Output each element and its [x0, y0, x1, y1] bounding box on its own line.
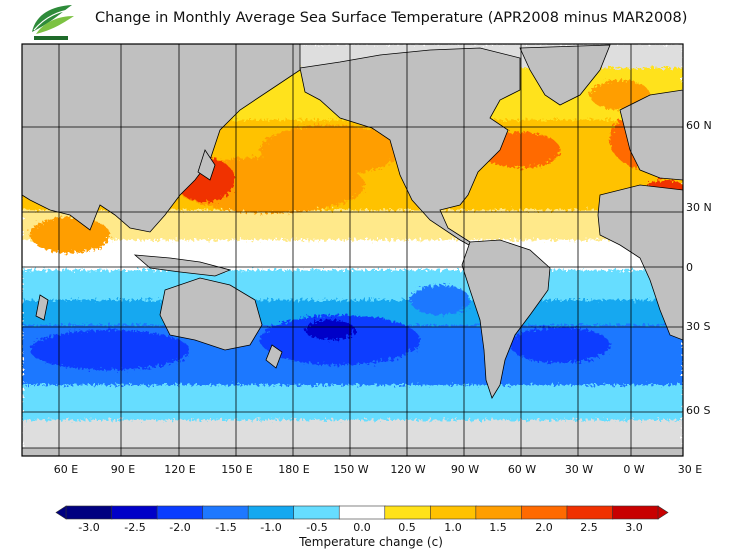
colorbar-tick-label: -0.5 — [306, 521, 328, 534]
leaf-shape-2 — [36, 16, 74, 34]
colorbar-swatch — [612, 505, 659, 520]
cool-band-south — [22, 385, 683, 420]
colorbar-swatch — [521, 505, 568, 520]
coldspot-east-pacific — [410, 285, 470, 315]
australia — [159, 277, 263, 351]
colorbar-swatch — [430, 505, 477, 520]
coldspot-deep — [305, 320, 355, 340]
north-america — [299, 47, 521, 251]
antarctica — [22, 447, 683, 456]
colorbar-swatch — [65, 505, 113, 520]
colorbar-tick-label: 1.0 — [444, 521, 462, 534]
colorbar-arrow-left — [55, 505, 67, 520]
colorbar-swatch — [111, 505, 158, 520]
lon-label-60e: 60 E — [53, 463, 79, 476]
lon-label-180e: 180 E — [278, 463, 310, 476]
landmasses — [22, 44, 683, 456]
lat-label-0: 0 — [686, 261, 693, 274]
colorbar-tick-label: 0.0 — [353, 521, 371, 534]
lon-label-60w: 60 W — [507, 463, 537, 476]
lon-label-120w: 120 W — [390, 463, 426, 476]
lat-label-30n: 30 N — [686, 201, 712, 214]
coldspot-south-atlantic — [510, 327, 610, 363]
indonesia — [133, 254, 232, 277]
lon-label-0w: 0 W — [623, 463, 645, 476]
colorbar-swatch — [338, 505, 386, 520]
coldspot-south-pacific — [260, 315, 420, 365]
colorbar-swatch — [384, 505, 432, 520]
colorbar-swatch — [475, 505, 523, 520]
lat-label-30s: 30 S — [686, 320, 711, 333]
colorbar-tick-label: -3.0 — [78, 521, 100, 534]
colorbar-swatch — [293, 505, 341, 520]
colorbar-tick-label: -1.5 — [215, 521, 237, 534]
colorbar-tick-label: -2.0 — [169, 521, 191, 534]
madagascar — [35, 294, 49, 321]
lon-label-90e: 90 E — [110, 463, 136, 476]
hotspot-india — [30, 217, 110, 253]
hotspot-north-pacific — [260, 125, 400, 175]
asia — [22, 44, 301, 233]
lon-label-30e: 30 E — [677, 463, 703, 476]
colorbar-tick-label: -2.5 — [124, 521, 146, 534]
colorbar-swatch — [247, 505, 295, 520]
map-title: Change in Monthly Average Sea Surface Te… — [95, 10, 688, 26]
lat-label-60s: 60 S — [686, 404, 711, 417]
lon-label-90w: 90 W — [450, 463, 480, 476]
leaf-shape-3 — [33, 9, 71, 31]
lat-label-60n: 60 N — [686, 119, 712, 132]
colorbar-tick-label: 0.5 — [398, 521, 416, 534]
japan — [197, 149, 216, 181]
lon-label-150w: 150 W — [333, 463, 369, 476]
colorbar-tick-label: 2.0 — [535, 521, 553, 534]
new-zealand — [265, 344, 283, 369]
coldspot-south-indian — [30, 330, 190, 370]
colorbar-title: Temperature change (c) — [299, 535, 443, 549]
colorbar-swatch — [202, 505, 249, 520]
colorbar — [55, 505, 669, 520]
colorbar-swatch — [156, 505, 204, 520]
graticule — [22, 44, 683, 456]
europe — [619, 89, 683, 181]
colorbar-tick-label: 2.5 — [580, 521, 598, 534]
equator-white — [22, 240, 683, 270]
lon-label-30w: 30 W — [564, 463, 594, 476]
colorbar-tick-label: -1.0 — [260, 521, 282, 534]
colorbar-tick-label: 3.0 — [625, 521, 643, 534]
leaf-logo — [26, 2, 78, 42]
colorbar-tick-label: 1.5 — [489, 521, 507, 534]
africa — [597, 184, 683, 341]
logo-text-bar — [34, 36, 68, 40]
map-frame — [21, 43, 684, 457]
south-america — [461, 239, 551, 399]
colorbar-swatch — [566, 505, 614, 520]
greenland — [519, 44, 611, 106]
colorbar-arrow-right — [657, 505, 669, 520]
lon-label-150e: 150 E — [221, 463, 253, 476]
lon-label-120e: 120 E — [164, 463, 196, 476]
